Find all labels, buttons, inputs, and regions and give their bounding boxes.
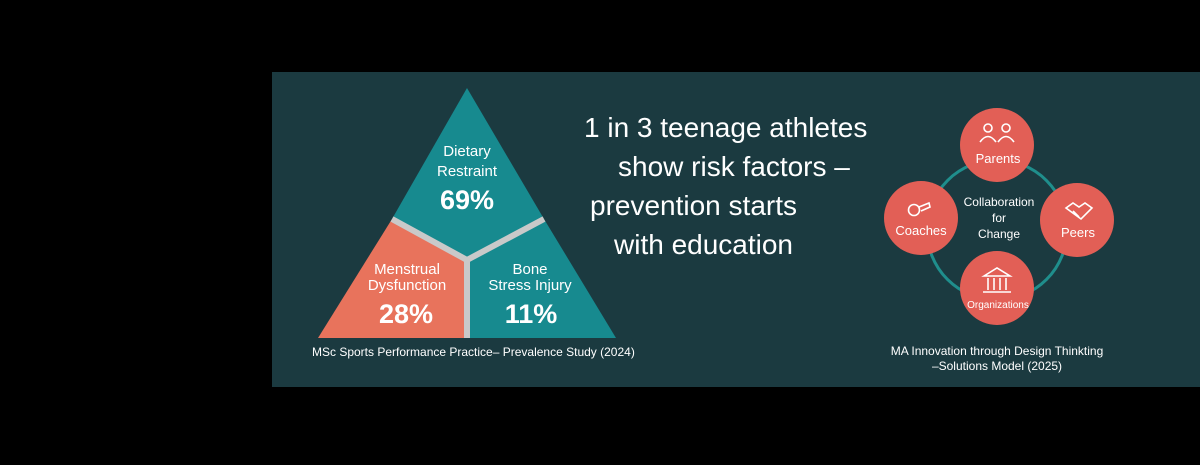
headline-line1: 1 in 3 teenage athletes: [584, 112, 868, 143]
headline-line3: prevention starts: [590, 190, 797, 221]
cycle-caption-line2: –Solutions Model (2025): [931, 359, 1063, 373]
cycle-center-line3: Change: [978, 227, 1020, 241]
node-parents: Parents: [960, 108, 1034, 182]
node-peers-label: Peers: [1061, 225, 1095, 240]
node-peers: Peers: [1040, 183, 1114, 257]
institution-icon: [981, 267, 1013, 293]
infographic-art: Dietary Restraint 69% Menstrual Dysfunct…: [318, 88, 1114, 338]
node-organizations: Organizations: [960, 251, 1034, 325]
bone-label-line1: Bone: [512, 261, 547, 278]
bone-value: 11%: [505, 299, 558, 329]
node-parents-label: Parents: [976, 151, 1021, 166]
cycle-caption-line1: MA Innovation through Design Thinkting: [890, 344, 1104, 358]
triangle-caption: MSc Sports Performance Practice– Prevale…: [312, 345, 635, 359]
menstrual-label-line2: Dysfunction: [368, 277, 446, 294]
segment-menstrual-dysfunction: [318, 219, 467, 338]
menstrual-label-line1: Menstrual: [374, 261, 440, 278]
headline-line4: with education: [614, 229, 794, 260]
infographic-panel: Dietary Restraint 69% Menstrual Dysfunct…: [272, 72, 1200, 387]
headline-line2: show risk factors –: [618, 151, 850, 182]
triangle-dividers: [390, 216, 546, 338]
bone-label-line2: Stress Injury: [488, 277, 572, 294]
prevalence-triangle: Dietary Restraint 69% Menstrual Dysfunct…: [318, 88, 616, 338]
people-icon: [979, 123, 1015, 143]
menstrual-value: 28%: [379, 299, 433, 329]
dietary-label-line1: Dietary: [443, 143, 491, 160]
dietary-value: 69%: [440, 185, 494, 215]
node-coaches: Coaches: [884, 181, 958, 255]
segment-bone-stress-injury: [467, 219, 616, 338]
cycle-caption: MA Innovation through Design Thinkting –…: [882, 344, 1112, 374]
headline: 1 in 3 teenage athletes show risk factor…: [562, 108, 868, 264]
collaboration-cycle: Collaboration for Change Parents: [884, 108, 1114, 325]
node-organizations-label: Organizations: [967, 300, 1029, 311]
dietary-label-line2: Restraint: [437, 163, 498, 180]
cycle-center-line2: for: [992, 211, 1006, 225]
node-coaches-label: Coaches: [895, 223, 947, 238]
handshake-icon: [1064, 202, 1094, 221]
cycle-center-line1: Collaboration: [964, 195, 1035, 209]
segment-dietary-restraint: [392, 88, 544, 260]
whistle-icon: [907, 201, 931, 217]
